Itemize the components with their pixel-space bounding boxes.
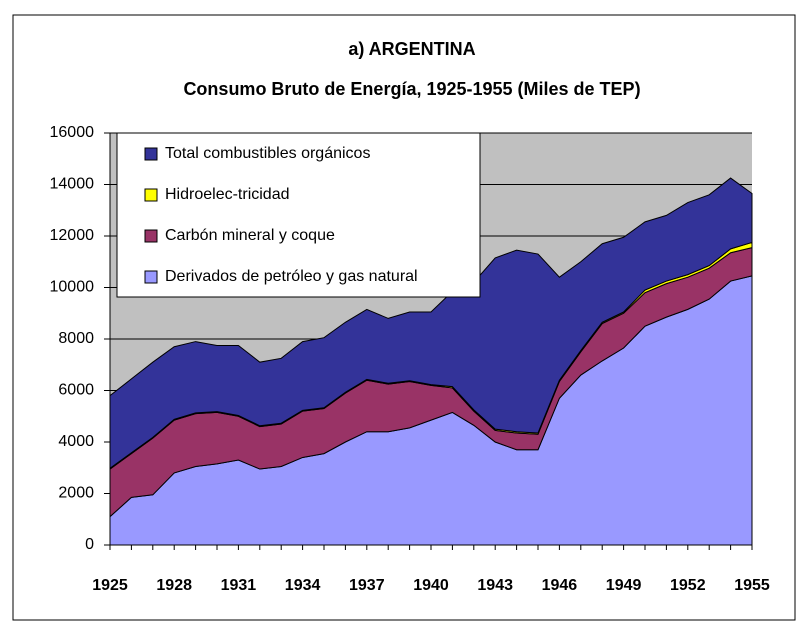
x-tick-label: 1946	[542, 577, 578, 594]
y-tick-label: 6000	[58, 382, 94, 399]
y-tick-label: 10000	[50, 279, 95, 296]
legend-swatch	[144, 229, 158, 243]
x-tick-label: 1937	[349, 577, 385, 594]
y-tick-label: 2000	[58, 485, 94, 502]
legend-box	[116, 132, 481, 298]
x-tick-label: 1925	[92, 577, 128, 594]
x-tick-label: 1940	[413, 577, 449, 594]
y-tick-label: 12000	[50, 227, 95, 244]
legend-swatch	[144, 147, 158, 161]
x-tick-label: 1952	[670, 577, 706, 594]
x-tick-label: 1943	[477, 577, 513, 594]
legend-label: Derivados de petróleo y gas natural	[165, 268, 418, 285]
chart-title: a) ARGENTINA	[348, 39, 475, 59]
y-tick-label: 8000	[58, 330, 94, 347]
x-tick-label: 1928	[156, 577, 192, 594]
y-tick-label: 16000	[50, 124, 95, 141]
y-tick-label: 4000	[58, 433, 94, 450]
legend-label: Carbón mineral y coque	[165, 227, 335, 244]
x-tick-label: 1934	[285, 577, 321, 594]
legend-label: Total combustibles orgánicos	[165, 145, 370, 162]
chart-subtitle: Consumo Bruto de Energía, 1925-1955 (Mil…	[183, 79, 640, 99]
area	[109, 177, 753, 470]
y-tick-label: 0	[85, 536, 94, 553]
x-tick-label: 1931	[221, 577, 257, 594]
x-tick-label: 1955	[734, 577, 770, 594]
legend-swatch	[144, 188, 158, 202]
y-tick-label: 14000	[50, 176, 95, 193]
legend-label: Hidroelec-tricidad	[165, 186, 290, 203]
x-tick-label: 1949	[606, 577, 642, 594]
legend-swatch	[144, 270, 158, 284]
